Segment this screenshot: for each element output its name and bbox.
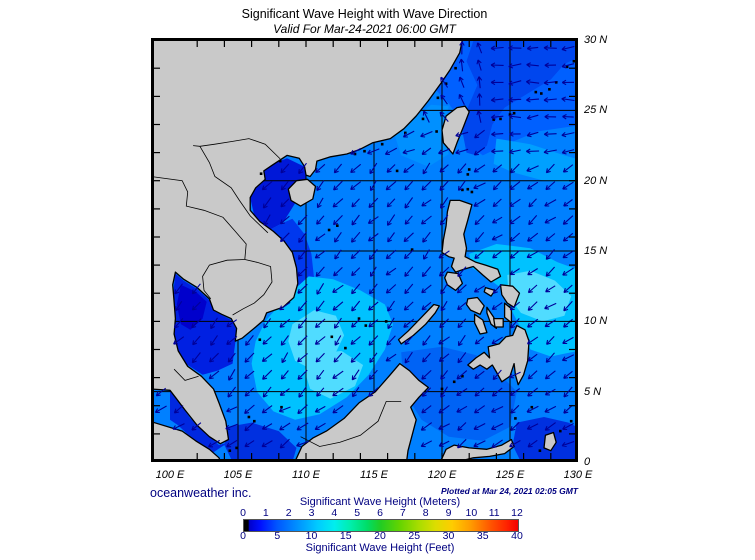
country-border-layer <box>150 138 402 447</box>
lon-label: 115 E <box>360 469 388 481</box>
legend-meters-tick: 2 <box>285 507 292 519</box>
legend-feet-tick: 30 <box>442 530 455 542</box>
lat-label: 15 N <box>584 245 608 258</box>
legend-feet-tick: 5 <box>274 530 281 542</box>
lon-label: 125 E <box>495 469 525 481</box>
legend-feet-tick: 10 <box>305 530 318 542</box>
land-layer <box>148 32 557 462</box>
lon-label: 120 E <box>427 469 457 481</box>
figure-title: Significant Wave Height with Wave Direct… <box>241 7 488 21</box>
lat-label: 0 <box>584 456 591 468</box>
lat-label: 10 N <box>584 315 608 328</box>
legend-meters-tick: 10 <box>465 507 478 519</box>
legend-meters-tick: 4 <box>331 507 338 519</box>
legend-feet-tick: 20 <box>374 530 386 542</box>
legend-title-feet: Significant Wave Height (Feet) <box>305 542 455 554</box>
legend-meters-tick: 9 <box>445 507 452 519</box>
legend-meters-tick: 3 <box>308 507 315 519</box>
figure-header: Significant Wave Height with Wave Direct… <box>151 7 578 36</box>
frame-layer <box>151 38 578 462</box>
legend-meters-tick: 7 <box>399 507 406 519</box>
lon-label: 110 E <box>292 469 320 481</box>
legend-feet-tick: 15 <box>339 530 352 542</box>
legend-meters-tick: 6 <box>377 507 383 519</box>
map-canvas <box>148 32 585 462</box>
legend-meters-tick: 11 <box>488 507 500 519</box>
lat-label: 25 N <box>584 104 608 117</box>
legend-meters-tick: 5 <box>354 507 361 519</box>
legend-feet-tick: 40 <box>511 530 523 542</box>
legend-feet-tick: 0 <box>240 530 246 542</box>
lon-label: 130 E <box>563 469 593 481</box>
legend-meters-tick: 12 <box>511 507 523 519</box>
island-speck-layer <box>228 59 576 452</box>
figure-subtitle: Valid For Mar-24-2021 06:00 GMT <box>273 22 456 36</box>
plotted-timestamp: Plotted at Mar 24, 2021 02:05 GMT <box>441 486 578 496</box>
lat-label: 20 N <box>584 174 608 187</box>
lon-label: 100 E <box>155 469 185 481</box>
lon-label: 105 E <box>223 469 253 481</box>
legend-meters-tick: 1 <box>262 507 269 519</box>
legend-feet-tick: 25 <box>408 530 421 542</box>
lat-label: 5 N <box>584 385 602 398</box>
legend-colorbar <box>243 519 519 532</box>
credit-text: oceanweather inc. <box>150 486 252 500</box>
legend-title-meters: Significant Wave Height (Meters) <box>299 496 461 508</box>
lat-label: 30 N <box>584 34 608 47</box>
legend-meters-tick: 0 <box>240 507 246 519</box>
legend-meters-tick: 8 <box>422 507 429 519</box>
legend-feet-tick: 35 <box>476 530 489 542</box>
wave-arrow-layer <box>154 41 575 449</box>
